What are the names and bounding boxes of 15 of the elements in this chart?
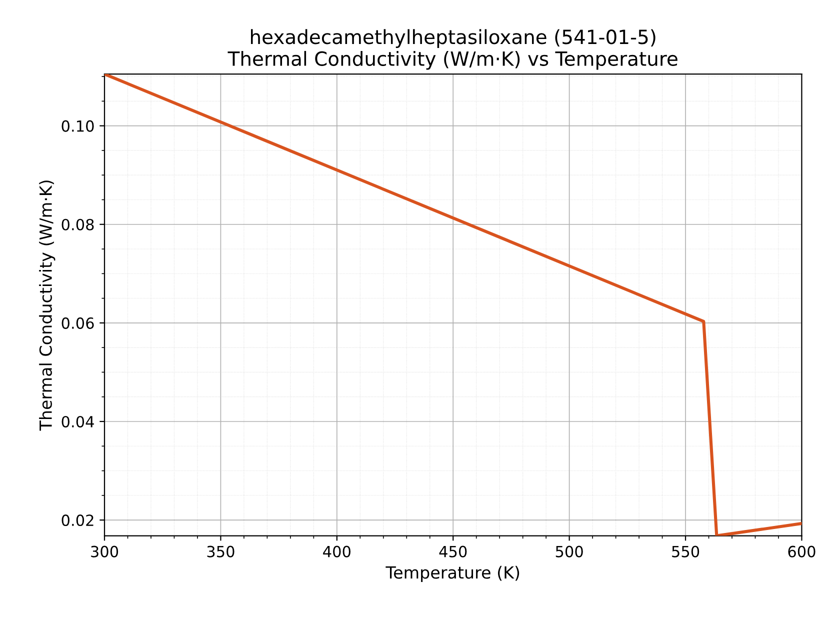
y-axis-title: Thermal Conductivity (W/m·K): [39, 180, 56, 431]
chart-title: hexadecamethylheptasiloxane (541-01-5) Thermal Conductivity (W/m·K) vs Temperature: [228, 29, 678, 70]
x-tick-label: 450: [439, 546, 467, 558]
x-tick-label: 300: [91, 546, 118, 558]
y-tick-label: 0.06: [62, 317, 94, 329]
y-tick-label: 0.02: [62, 514, 94, 526]
x-axis-title: Temperature (K): [386, 566, 520, 582]
x-tick-label: 500: [556, 546, 583, 558]
x-tick-label: 350: [207, 546, 234, 558]
y-tick-label: 0.08: [62, 218, 94, 230]
y-tick-label: 0.04: [62, 416, 94, 428]
x-tick-label: 400: [323, 546, 350, 558]
x-tick-label: 550: [672, 546, 700, 558]
x-tick-label: 600: [788, 546, 816, 558]
y-tick-label: 0.10: [62, 120, 94, 132]
